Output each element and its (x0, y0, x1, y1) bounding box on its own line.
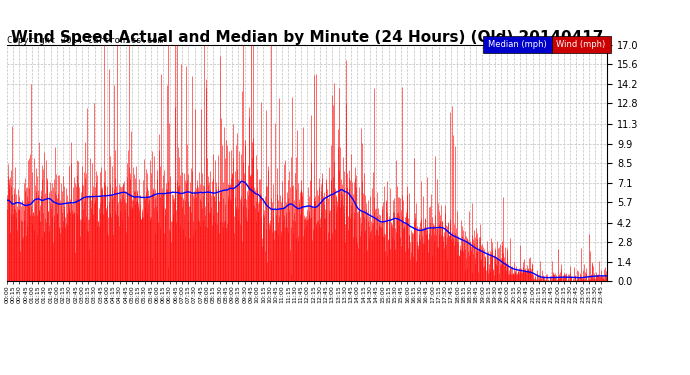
Text: Copyright 2014 Cartronics.com: Copyright 2014 Cartronics.com (7, 36, 163, 45)
Text: Wind (mph): Wind (mph) (556, 40, 606, 49)
Title: Wind Speed Actual and Median by Minute (24 Hours) (Old) 20140417: Wind Speed Actual and Median by Minute (… (11, 30, 603, 45)
Text: Median (mph): Median (mph) (488, 40, 547, 49)
